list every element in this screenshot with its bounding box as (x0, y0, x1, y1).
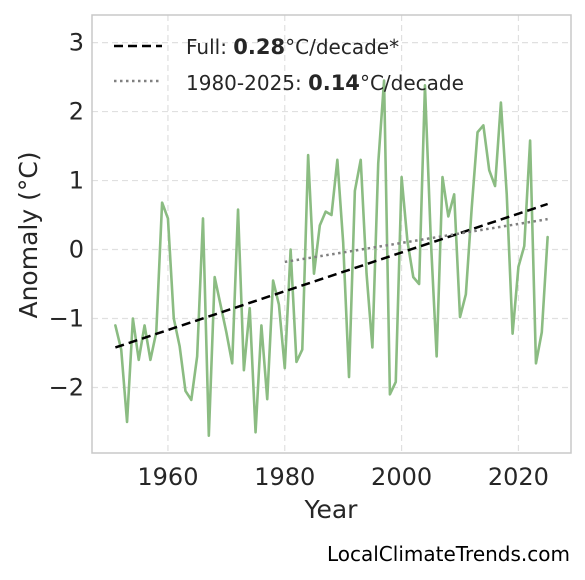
tick-labels: 1960 1980 2000 2020 3 2 1 0 −1 −2 (49, 29, 549, 491)
recent-trend-line (284, 217, 548, 264)
y-tick-label: 1 (69, 167, 84, 195)
x-tick-label: 1960 (137, 463, 198, 491)
gridlines (92, 15, 571, 453)
y-tick-label: 0 (69, 236, 84, 264)
x-tick-label: 2020 (488, 463, 549, 491)
y-tick-label: −2 (49, 373, 84, 401)
x-tick-label: 2000 (371, 463, 432, 491)
series-lines (114, 79, 549, 438)
legend: Full: 0.28°C/decade* 1980-2025: 0.14°C/d… (114, 35, 464, 95)
x-tick-label: 1980 (254, 463, 315, 491)
legend-recent-rate: 0.14 (308, 71, 360, 95)
y-tick-label: 2 (69, 98, 84, 126)
legend-recent-prefix: 1980-2025: (186, 71, 308, 95)
x-axis-title: Year (304, 495, 359, 524)
y-tick-label: −1 (49, 304, 84, 332)
y-axis-title: Anomaly (°C) (14, 151, 43, 318)
legend-recent-suffix: °C/decade (360, 71, 464, 95)
y-tick-label: 3 (69, 29, 84, 57)
legend-recent-label: 1980-2025: 0.14°C/decade (186, 71, 464, 95)
legend-full-prefix: Full: (186, 35, 233, 59)
anomaly-series-line (114, 79, 549, 438)
legend-full-label: Full: 0.28°C/decade* (186, 35, 399, 59)
legend-full-rate: 0.28 (233, 35, 285, 59)
full-trend-line (114, 202, 549, 349)
plot-frame (91, 14, 572, 454)
site-credit: LocalClimateTrends.com (327, 542, 570, 566)
legend-full-suffix: °C/decade* (285, 35, 399, 59)
